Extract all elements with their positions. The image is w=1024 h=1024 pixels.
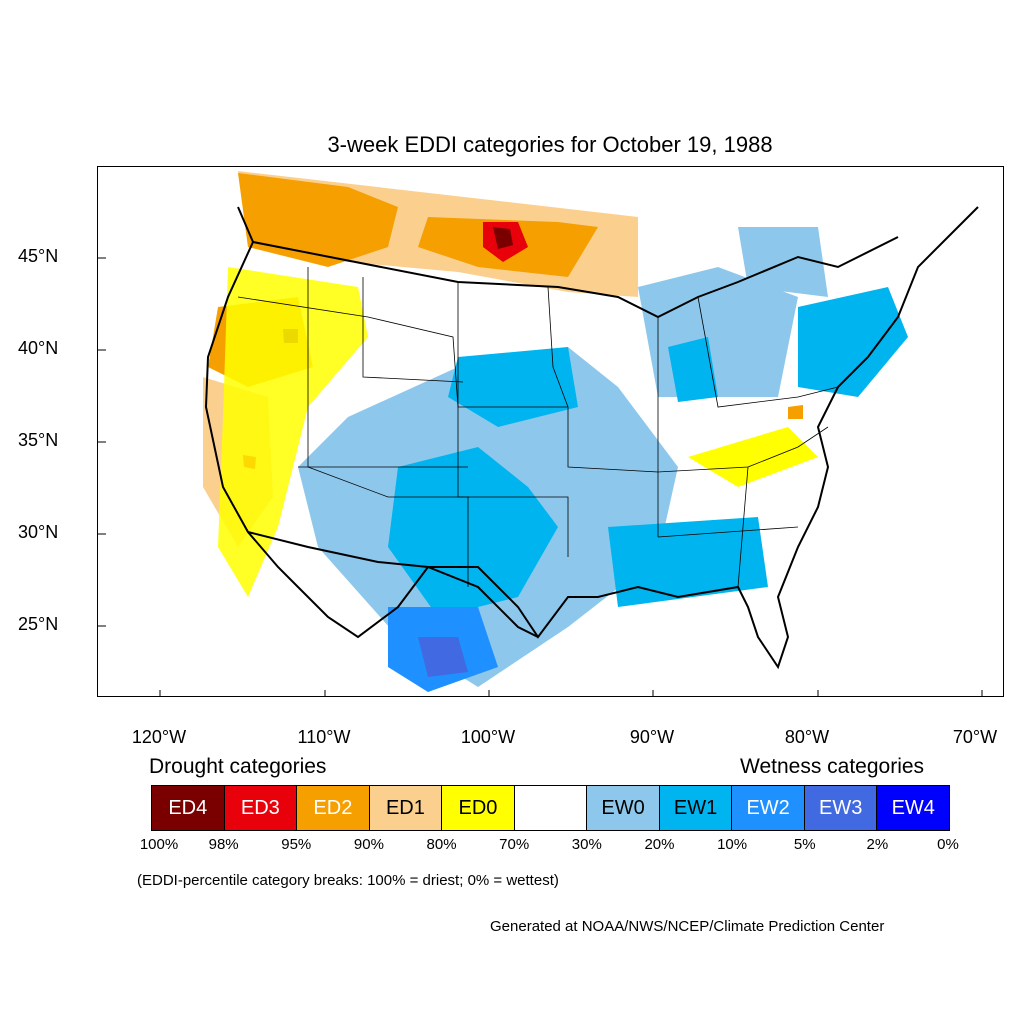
- michigan-ew1-region: [668, 337, 718, 402]
- country-boundaries: [204, 206, 979, 670]
- northwest-ed2-region: [238, 173, 398, 267]
- central-plains-ew1-region: [388, 447, 558, 617]
- longitude-label-120w: 120°W: [131, 727, 187, 747]
- percent-break-label: 10%: [717, 836, 748, 853]
- legend-swatch-ed2: ED2: [297, 786, 370, 830]
- legend-swatch-ew3: EW3: [804, 786, 878, 830]
- percent-break-label: 2%: [866, 836, 889, 853]
- percent-break-label: 0%: [937, 836, 959, 853]
- longitude-label-110w: 110°W: [297, 727, 351, 747]
- legend-swatch-ed3: ED3: [224, 786, 298, 830]
- latitude-label-25n: 25°N: [18, 614, 59, 634]
- gulf-coast-ew1-region: [608, 517, 768, 607]
- percent-break-label: 95%: [281, 836, 312, 853]
- canada-ew0-region: [738, 227, 828, 297]
- percent-break-label: 90%: [353, 836, 384, 853]
- west-ed0-region: [218, 267, 368, 597]
- category-breaks-note: (EDDI-percentile category breaks: 100% =…: [137, 872, 559, 889]
- legend-swatch-ew0: EW0: [587, 786, 660, 830]
- southeast-ed0-region: [688, 427, 818, 487]
- wetness-categories-heading: Wetness categories: [740, 755, 925, 778]
- legend-swatch-ed4: ED4: [152, 786, 225, 830]
- legend-swatch-ed0: ED0: [442, 786, 515, 830]
- percent-break-label: 80%: [426, 836, 457, 853]
- percent-break-label: 30%: [571, 836, 602, 853]
- us-coastline: [204, 206, 979, 670]
- percent-break-label: 20%: [644, 836, 675, 853]
- percent-break-label: 98%: [208, 836, 239, 853]
- credit-text: Generated at NOAA/NWS/NCEP/Climate Predi…: [490, 918, 885, 935]
- montana-ed4-core: [493, 227, 513, 249]
- us-mexico-border: [247, 531, 539, 638]
- midatlantic-ed2-spot: [788, 405, 803, 419]
- legend-swatch-ew2: EW2: [732, 786, 805, 830]
- legend-swatch-ed1: ED1: [369, 786, 443, 830]
- longitude-label-80w: 80°W: [784, 727, 830, 747]
- percent-break-label: 100%: [139, 836, 179, 853]
- category-legend: ED4 ED3 ED2 ED1 ED0 EW0 EW1 EW2 EW3 EW4: [151, 785, 950, 831]
- mexico-ew3-core: [418, 637, 468, 677]
- state-boundaries: [237, 267, 839, 588]
- map-canvas: [98, 171, 983, 696]
- percent-break-label: 70%: [499, 836, 530, 853]
- longitude-label-90w: 90°W: [629, 727, 675, 747]
- legend-swatch-ew4: EW4: [877, 786, 950, 830]
- us-canada-border: [252, 236, 899, 319]
- northeast-ew1-region: [798, 287, 908, 397]
- drought-categories-heading: Drought categories: [149, 755, 327, 778]
- legend-swatch-ew1: EW1: [659, 786, 733, 830]
- map-title: 3-week EDDI categories for October 19, 1…: [327, 132, 773, 157]
- percent-break-label: 5%: [793, 836, 816, 853]
- longitude-label-70w: 70°W: [952, 727, 998, 747]
- latitude-label-30n: 30°N: [18, 522, 59, 542]
- longitude-label-100w: 100°W: [460, 727, 516, 747]
- map-tick-marks: [98, 257, 983, 696]
- latitude-label-45n: 45°N: [18, 246, 59, 266]
- eddi-map: [97, 166, 1004, 697]
- legend-swatch-neutral: [514, 786, 588, 830]
- latitude-label-35n: 35°N: [18, 430, 59, 450]
- wetness-regions: [298, 227, 908, 692]
- latitude-label-40n: 40°N: [18, 338, 59, 358]
- drought-regions: [203, 171, 818, 637]
